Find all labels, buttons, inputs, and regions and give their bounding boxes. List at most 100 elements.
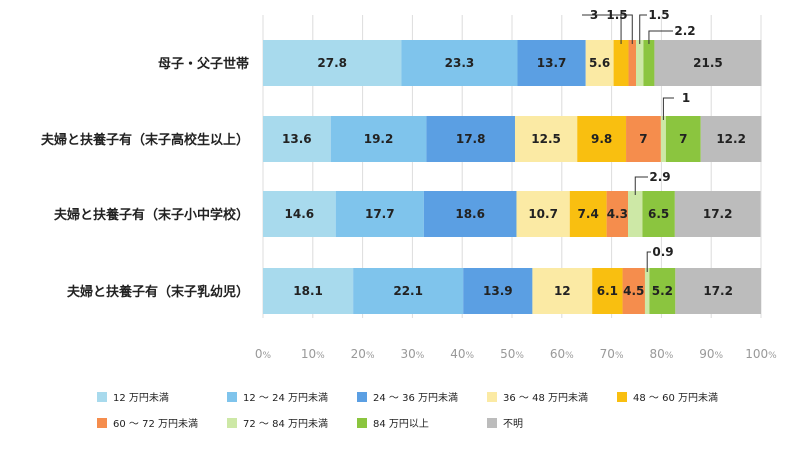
data-label: 6.5 bbox=[648, 207, 669, 221]
bar-segment bbox=[674, 191, 761, 237]
data-label: 4.5 bbox=[623, 284, 644, 298]
x-tick-label: 20% bbox=[351, 347, 375, 361]
x-tick-label: 80% bbox=[649, 347, 673, 361]
data-label: 12.2 bbox=[716, 132, 746, 146]
bar-segment bbox=[654, 40, 762, 86]
data-label: 12 bbox=[554, 284, 571, 298]
data-label: 9.8 bbox=[591, 132, 612, 146]
legend-label: 24 ～ 36 万円未満 bbox=[373, 392, 458, 404]
data-label: 4.3 bbox=[607, 207, 628, 221]
callout-label: 3 bbox=[590, 8, 598, 22]
data-label: 22.1 bbox=[393, 284, 423, 298]
legend-label: 不明 bbox=[503, 418, 523, 430]
bar-segment bbox=[577, 116, 627, 162]
bar-segment bbox=[628, 40, 637, 86]
data-label: 14.6 bbox=[285, 207, 315, 221]
bar-segment bbox=[423, 191, 517, 237]
legend-swatch bbox=[97, 392, 107, 402]
legend-swatch bbox=[357, 418, 367, 428]
bar-segment bbox=[622, 268, 645, 314]
x-tick-value: 0 bbox=[255, 347, 263, 361]
bar-segment bbox=[642, 191, 675, 237]
x-tick-value: 30 bbox=[400, 347, 415, 361]
legend-label: 60 ～ 72 万円未満 bbox=[113, 418, 198, 430]
bar-segment bbox=[517, 40, 586, 86]
x-tick-label: 10% bbox=[301, 347, 325, 361]
callout-label: 2.9 bbox=[649, 170, 670, 184]
bar-segment bbox=[606, 191, 629, 237]
bar-segment bbox=[353, 268, 464, 314]
x-tick-label: 90% bbox=[699, 347, 723, 361]
callout-leader bbox=[634, 176, 648, 195]
x-tick-label: 50% bbox=[500, 347, 524, 361]
bar-segment bbox=[335, 191, 424, 237]
bar-segment bbox=[592, 268, 623, 314]
bar-segment bbox=[569, 191, 607, 237]
x-tick-unit: % bbox=[515, 351, 524, 361]
data-label: 19.2 bbox=[364, 132, 394, 146]
legend-label: 12 ～ 24 万円未満 bbox=[243, 392, 328, 404]
callout-leader bbox=[662, 97, 674, 120]
x-tick-value: 50 bbox=[500, 347, 515, 361]
x-tick-value: 40 bbox=[450, 347, 465, 361]
x-tick-unit: % bbox=[768, 351, 777, 361]
legend-label: 48 ～ 60 万円未満 bbox=[633, 392, 718, 404]
bar-segment bbox=[626, 116, 661, 162]
bar-segment bbox=[700, 116, 762, 162]
data-label: 27.8 bbox=[317, 56, 347, 70]
callout-leader bbox=[646, 251, 651, 272]
legend: 12 万円未満 12 ～ 24 万円未満 24 ～ 36 万円未満 36 ～ 48 万… bbox=[97, 392, 718, 430]
category-label: 夫婦と扶養子有（末子乳幼児） bbox=[67, 284, 249, 300]
bar-segment bbox=[401, 40, 518, 86]
x-tick-unit: % bbox=[615, 351, 624, 361]
x-tick-unit: % bbox=[366, 351, 375, 361]
bar-segment bbox=[675, 268, 761, 314]
data-label: 13.9 bbox=[483, 284, 513, 298]
x-tick-unit: % bbox=[715, 351, 724, 361]
callout-label: 1.5 bbox=[606, 8, 627, 22]
legend-label: 36 ～ 48 万円未満 bbox=[503, 392, 588, 404]
x-tick-value: 100 bbox=[745, 347, 768, 361]
bar-segment bbox=[532, 268, 593, 314]
bar-segment bbox=[628, 191, 643, 237]
bar-segment bbox=[585, 40, 614, 86]
category-label: 夫婦と扶養子有（末子小中学校） bbox=[54, 207, 249, 223]
callout-leader bbox=[605, 14, 633, 44]
data-label: 23.3 bbox=[445, 56, 475, 70]
x-tick-value: 60 bbox=[550, 347, 565, 361]
x-tick-label: 60% bbox=[550, 347, 574, 361]
callout-label: 0.9 bbox=[652, 245, 673, 259]
callout-label: 1.5 bbox=[648, 8, 669, 22]
x-tick-unit: % bbox=[416, 351, 425, 361]
x-tick-unit: % bbox=[665, 351, 674, 361]
x-tick-value: 80 bbox=[649, 347, 664, 361]
x-axis: 0% 10% 20% 30% 40% 50% 60% 70% 80% 90% 100% bbox=[255, 347, 777, 361]
legend-swatch bbox=[97, 418, 107, 428]
x-tick-value: 70 bbox=[600, 347, 615, 361]
data-label: 13.7 bbox=[537, 56, 567, 70]
callout-leader bbox=[639, 14, 647, 44]
bar-segment bbox=[263, 191, 336, 237]
x-tick-label: 30% bbox=[400, 347, 424, 361]
data-label: 17.8 bbox=[456, 132, 486, 146]
data-label: 5.6 bbox=[589, 56, 610, 70]
x-tick-label: 40% bbox=[450, 347, 474, 361]
data-label: 10.7 bbox=[528, 207, 558, 221]
legend-label: 12 万円未満 bbox=[113, 392, 169, 404]
data-label: 17.2 bbox=[703, 207, 733, 221]
x-tick-unit: % bbox=[316, 351, 325, 361]
data-label: 12.5 bbox=[531, 132, 561, 146]
bar-segment bbox=[636, 40, 644, 86]
x-tick-value: 20 bbox=[351, 347, 366, 361]
x-tick-value: 10 bbox=[301, 347, 316, 361]
legend-swatch bbox=[357, 392, 367, 402]
x-tick-label: 100% bbox=[745, 347, 777, 361]
data-label: 21.5 bbox=[693, 56, 723, 70]
data-label: 17.2 bbox=[703, 284, 733, 298]
bar-segment bbox=[644, 268, 650, 314]
callout-leader bbox=[648, 30, 673, 44]
x-tick-unit: % bbox=[466, 351, 475, 361]
legend-swatch bbox=[227, 392, 237, 402]
data-label: 18.6 bbox=[455, 207, 485, 221]
